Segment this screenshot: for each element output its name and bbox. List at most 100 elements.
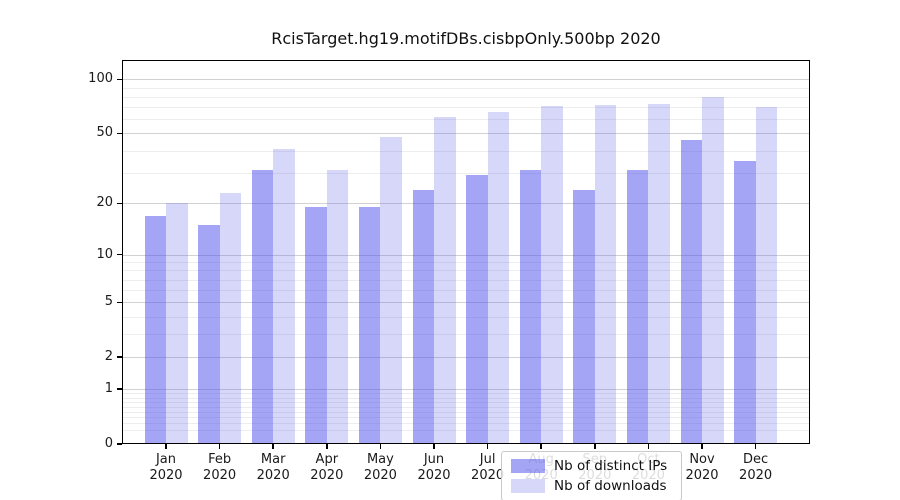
minor-gridline-y-8 bbox=[122, 270, 810, 272]
gridline-y-100 bbox=[122, 79, 810, 81]
bar-nb-of-distinct-ips-jan bbox=[144, 215, 166, 444]
x-tick-may bbox=[379, 444, 382, 449]
legend-item-downloads: Nb of downloads bbox=[511, 478, 667, 494]
x-tick-month-mar: Mar bbox=[260, 452, 286, 467]
minor-gridline-y-0p4 bbox=[122, 417, 810, 419]
minor-gridline-y-70 bbox=[122, 107, 810, 109]
gridline-y-2 bbox=[122, 357, 810, 359]
x-tick-month-may: May bbox=[366, 452, 394, 467]
x-tick-label-may: May 2020 bbox=[348, 452, 412, 484]
x-tick-jun bbox=[433, 444, 435, 449]
y-tick-label-2: 2 bbox=[104, 349, 113, 365]
gridline-y-20 bbox=[122, 203, 810, 205]
bar-nb-of-downloads-dec bbox=[755, 107, 778, 444]
minor-gridline-y-0p8 bbox=[122, 397, 810, 399]
x-tick-month-nov: Nov bbox=[689, 452, 715, 467]
x-tick-jan bbox=[165, 444, 167, 449]
chart-title: RcisTarget.hg19.motifDBs.cisbpOnly.500bp… bbox=[271, 29, 661, 48]
y-tick-2 bbox=[117, 356, 122, 358]
y-tick-100 bbox=[117, 78, 122, 81]
legend-swatch-distinct-ips bbox=[511, 459, 545, 473]
bar-nb-of-distinct-ips-jul bbox=[466, 175, 488, 444]
gridline-y-50 bbox=[122, 133, 810, 135]
legend: Nb of distinct IPs Nb of downloads bbox=[501, 451, 683, 500]
minor-gridline-y-3 bbox=[122, 334, 810, 336]
x-tick-month-jan: Jan bbox=[155, 452, 177, 467]
x-tick-apr bbox=[326, 444, 328, 449]
x-tick-oct bbox=[647, 444, 650, 449]
x-tick-year-mar: 2020 bbox=[256, 468, 290, 483]
y-tick-label-10: 10 bbox=[96, 246, 113, 262]
y-tick-10 bbox=[117, 253, 122, 256]
x-tick-sep bbox=[594, 444, 596, 449]
x-tick-year-nov: 2020 bbox=[685, 468, 719, 483]
x-tick-year-jul: 2020 bbox=[471, 468, 505, 483]
x-tick-label-jul: Jul 2020 bbox=[456, 452, 520, 484]
gridline-y-10 bbox=[122, 254, 810, 256]
bar-nb-of-downloads-feb bbox=[219, 192, 242, 444]
x-tick-month-apr: Apr bbox=[315, 452, 339, 467]
x-tick-month-jun: Jun bbox=[423, 452, 445, 467]
minor-gridline-y-9 bbox=[122, 262, 810, 264]
x-tick-year-dec: 2020 bbox=[739, 468, 773, 483]
x-tick-year-feb: 2020 bbox=[203, 468, 237, 483]
minor-gridline-y-0p5 bbox=[122, 411, 810, 413]
x-tick-label-nov: Nov 2020 bbox=[670, 452, 734, 484]
minor-gridline-y-6 bbox=[122, 290, 810, 292]
minor-gridline-y-30 bbox=[122, 172, 810, 174]
x-tick-label-apr: Apr 2020 bbox=[295, 452, 359, 484]
bar-nb-of-downloads-oct bbox=[648, 103, 670, 444]
x-tick-year-may: 2020 bbox=[363, 468, 397, 483]
x-tick-label-jun: Jun 2020 bbox=[402, 452, 466, 484]
y-tick-label-5: 5 bbox=[104, 294, 113, 310]
bar-nb-of-downloads-may bbox=[380, 136, 402, 444]
y-tick-label-100: 100 bbox=[88, 71, 113, 87]
bar-nb-of-distinct-ips-aug bbox=[519, 170, 542, 444]
minor-gridline-y-0p7 bbox=[122, 402, 810, 404]
minor-gridline-y-0p2 bbox=[122, 429, 810, 431]
minor-gridline-y-0p6 bbox=[122, 406, 810, 408]
bar-nb-of-distinct-ips-apr bbox=[305, 207, 327, 444]
plot-area: Nb of distinct IPs Nb of downloads bbox=[122, 60, 810, 500]
bar-nb-of-downloads-jun bbox=[434, 116, 456, 444]
x-tick-label-mar: Mar 2020 bbox=[241, 452, 305, 484]
gridline-y-1 bbox=[122, 389, 810, 391]
bar-nb-of-distinct-ips-jun bbox=[412, 189, 434, 444]
x-tick-year-jan: 2020 bbox=[149, 468, 183, 483]
minor-gridline-y-4 bbox=[122, 316, 810, 318]
minor-gridline-y-0p9 bbox=[122, 393, 810, 395]
x-tick-year-apr: 2020 bbox=[310, 468, 344, 483]
minor-gridline-y-60 bbox=[122, 119, 810, 121]
bar-nb-of-downloads-mar bbox=[273, 148, 295, 444]
y-tick-label-1: 1 bbox=[104, 381, 113, 397]
bar-nb-of-downloads-apr bbox=[326, 170, 349, 444]
x-tick-year-jun: 2020 bbox=[417, 468, 451, 483]
legend-label-downloads: Nb of downloads bbox=[554, 478, 667, 494]
bar-nb-of-distinct-ips-nov bbox=[680, 139, 702, 444]
x-tick-feb bbox=[218, 444, 221, 449]
bar-nb-of-distinct-ips-mar bbox=[251, 170, 274, 444]
x-tick-nov bbox=[701, 444, 703, 449]
x-tick-month-dec: Dec bbox=[743, 452, 769, 467]
bar-nb-of-distinct-ips-feb bbox=[198, 224, 220, 444]
x-tick-aug bbox=[540, 444, 542, 449]
bar-nb-of-downloads-jan bbox=[166, 203, 188, 444]
minor-gridline-y-80 bbox=[122, 96, 810, 98]
x-tick-label-feb: Feb 2020 bbox=[188, 452, 252, 484]
minor-gridline-y-0p3 bbox=[122, 423, 810, 425]
legend-swatch-downloads bbox=[511, 479, 545, 493]
gridline-y-5 bbox=[122, 302, 810, 304]
x-tick-month-jul: Jul bbox=[479, 452, 496, 467]
bar-nb-of-distinct-ips-oct bbox=[626, 170, 649, 444]
legend-item-distinct-ips: Nb of distinct IPs bbox=[511, 458, 667, 474]
bar-nb-of-distinct-ips-dec bbox=[734, 160, 756, 444]
x-tick-label-jan: Jan 2020 bbox=[134, 452, 198, 484]
y-tick-0 bbox=[117, 443, 122, 445]
y-tick-20 bbox=[117, 202, 122, 205]
x-tick-label-dec: Dec 2020 bbox=[724, 452, 788, 484]
y-tick-label-0: 0 bbox=[104, 436, 113, 451]
bar-nb-of-downloads-sep bbox=[594, 105, 617, 444]
minor-gridline-y-40 bbox=[122, 150, 810, 152]
bar-nb-of-distinct-ips-may bbox=[358, 207, 381, 444]
